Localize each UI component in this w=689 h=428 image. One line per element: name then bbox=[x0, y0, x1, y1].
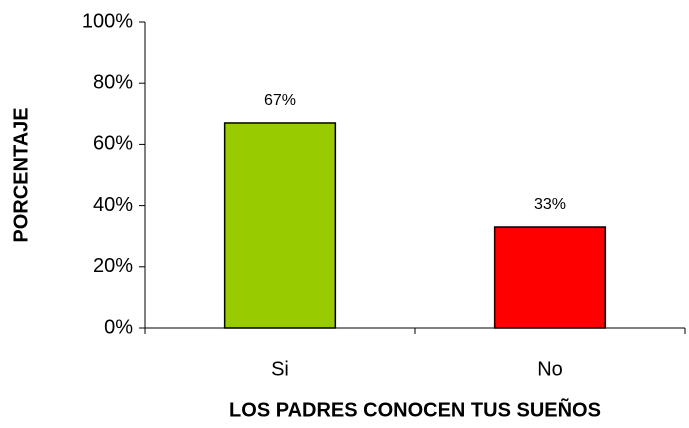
x-axis-label: LOS PADRES CONOCEN TUS SUEÑOS bbox=[229, 398, 601, 421]
bar bbox=[223, 122, 337, 329]
y-axis-label: PORCENTAJE bbox=[10, 107, 32, 242]
x-tick-label: No bbox=[537, 358, 563, 380]
y-tick-label: 20% bbox=[93, 255, 133, 277]
bar bbox=[493, 226, 607, 329]
y-tick-label: 100% bbox=[82, 10, 133, 32]
x-tick-label: Si bbox=[271, 358, 289, 380]
y-tick-label: 0% bbox=[104, 316, 133, 338]
y-tick-label: 60% bbox=[93, 133, 133, 155]
y-tick-label: 40% bbox=[93, 194, 133, 216]
y-tick-label: 80% bbox=[93, 71, 133, 93]
value-label: 67% bbox=[264, 92, 296, 109]
value-label: 33% bbox=[534, 196, 566, 213]
